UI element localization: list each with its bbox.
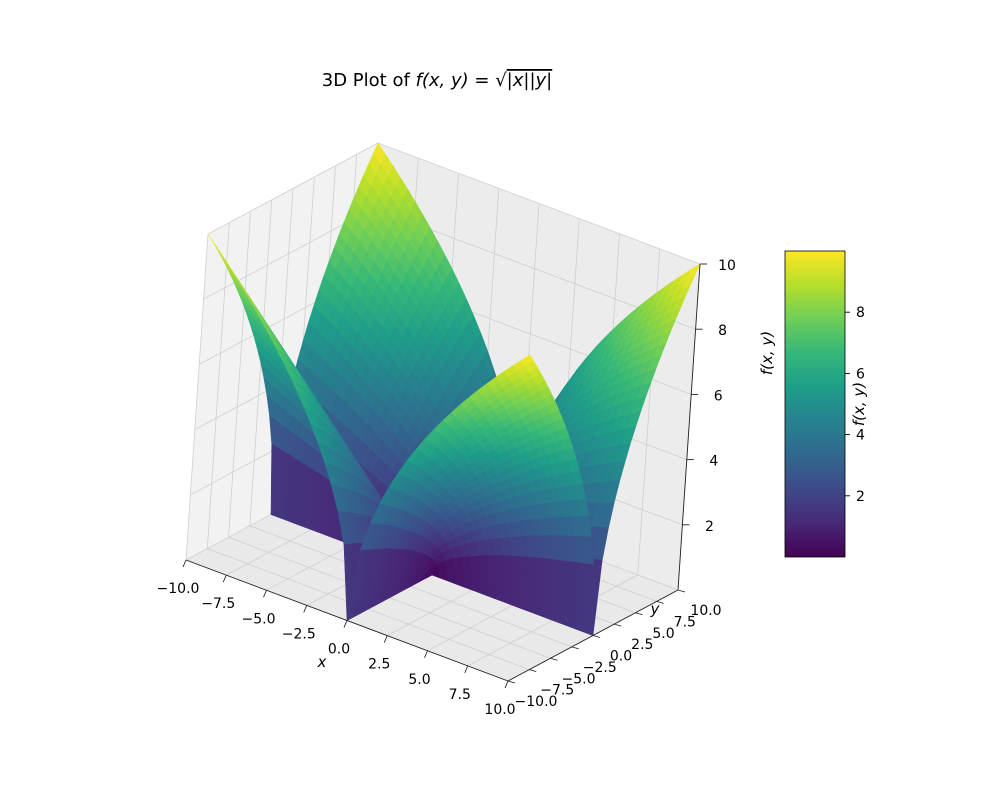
- surface-patch: [521, 354, 535, 367]
- surface-patch: [584, 563, 594, 636]
- surface-patch: [503, 555, 513, 606]
- x-tick: [303, 605, 308, 613]
- surface-patch: [560, 560, 570, 627]
- colorbar-tick-label: 8: [856, 305, 865, 321]
- y-tick: [571, 646, 579, 650]
- surface-patch: [318, 473, 328, 537]
- gridline-y: [249, 199, 572, 648]
- y-tick-label: −7.5: [540, 683, 574, 699]
- colorbar-tick-label: 2: [856, 489, 865, 505]
- y-tick: [635, 612, 643, 616]
- surface-patch: [294, 458, 304, 527]
- y-tick: [614, 623, 622, 627]
- x-tick-label: −7.5: [201, 596, 235, 612]
- x-tick: [383, 635, 388, 643]
- y-tick-label: 10.0: [690, 603, 721, 619]
- z-axis-label: f(x, y): [758, 331, 776, 375]
- x-tick-label: −10.0: [157, 581, 200, 597]
- colorbar: [784, 250, 846, 558]
- x-tick-label: 2.5: [368, 657, 390, 673]
- surface-plot: [207, 142, 701, 636]
- surface-patch: [536, 557, 545, 618]
- z-tick-label: 8: [718, 323, 727, 339]
- colorbar-label: f(x, y): [850, 382, 868, 426]
- y-tick-label: 0.0: [610, 649, 632, 665]
- surface-patch: [568, 561, 578, 630]
- surface-patch: [511, 555, 521, 609]
- y-tick-label: −5.0: [562, 671, 596, 687]
- y-tick: [507, 680, 516, 684]
- chart-title: 3D Plot of f(x, y) = √|x||y|: [322, 70, 552, 91]
- x-tick-label: 5.0: [408, 672, 430, 688]
- x-tick: [182, 559, 187, 568]
- z-tick-label: 6: [714, 388, 723, 404]
- y-tick-label: −10.0: [515, 694, 558, 710]
- z-tick-label: 10: [718, 258, 736, 274]
- surface-patch: [552, 559, 562, 624]
- x-tick: [424, 650, 428, 658]
- surface-patch: [278, 448, 288, 521]
- gridline-y: [228, 211, 551, 659]
- y-tick: [677, 589, 686, 593]
- x-tick-label: −5.0: [242, 611, 276, 627]
- y-tick: [550, 657, 558, 661]
- y-tick: [656, 600, 664, 604]
- x-tick-label: 10.0: [484, 702, 515, 718]
- z-axis-line: [677, 263, 701, 591]
- colorbar-tick-label: 4: [856, 428, 865, 444]
- x-tick: [343, 620, 348, 628]
- y-tick: [529, 669, 537, 673]
- surface-patch: [346, 549, 365, 621]
- x-tick-label: 0.0: [328, 642, 350, 658]
- surface-patch: [576, 562, 586, 633]
- z-tick-label: 2: [705, 519, 714, 535]
- x-tick: [263, 590, 267, 598]
- x-tick: [222, 574, 227, 583]
- y-axis-label: y: [650, 600, 661, 618]
- y-tick-label: 5.0: [652, 626, 674, 642]
- axis-lines: [182, 263, 707, 689]
- y-tick-label: 2.5: [631, 637, 653, 653]
- gridline-y: [206, 222, 530, 670]
- x-axis-label: x: [317, 653, 327, 671]
- y-tick-label: −2.5: [583, 660, 617, 676]
- x-tick-label: −2.5: [282, 626, 316, 642]
- x-tick: [504, 680, 509, 689]
- surface-patch: [311, 468, 320, 533]
- x-tick-label: 7.5: [449, 687, 471, 703]
- y-tick-label: 7.5: [674, 614, 696, 630]
- surface-patch: [286, 453, 296, 524]
- tick-labels: −10.0−7.5−5.0−2.50.02.55.07.510.0−10.0−7…: [157, 258, 736, 718]
- x-tick: [464, 665, 469, 674]
- z-tick-label: 4: [709, 454, 718, 470]
- surface-patch: [478, 555, 489, 597]
- surface-patch: [527, 556, 537, 615]
- surface-patch: [544, 558, 554, 621]
- surface-patch: [302, 463, 312, 530]
- surface-patch: [495, 555, 505, 603]
- surface-patch: [519, 556, 529, 612]
- colorbar-tick-label: 6: [856, 366, 865, 382]
- surface-patch: [486, 555, 497, 600]
- y-tick: [592, 635, 601, 638]
- surface-patch: [270, 443, 280, 518]
- colorbar-ticks: 2 4 6 8: [845, 305, 865, 505]
